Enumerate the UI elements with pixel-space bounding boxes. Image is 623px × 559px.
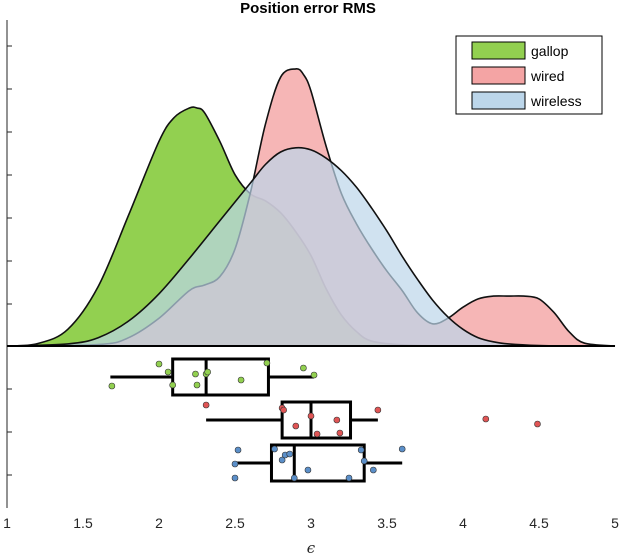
point-wireless-12 xyxy=(370,466,377,474)
density-wireless xyxy=(6,146,616,347)
point-wireless-0 xyxy=(231,460,239,468)
chart-title: Position error RMS xyxy=(240,0,376,17)
point-wired-8 xyxy=(374,406,382,414)
density-clouds xyxy=(6,68,616,347)
point-gallop-8 xyxy=(237,376,245,384)
point-wireless-2 xyxy=(234,446,242,454)
x-tick-label-5: 3.5 xyxy=(377,515,397,531)
x-tick-label-0: 1 xyxy=(3,515,11,531)
point-wired-2 xyxy=(280,406,287,414)
point-wired-6 xyxy=(333,416,341,424)
point-wired-0 xyxy=(202,401,210,409)
point-wireless-11 xyxy=(360,457,368,465)
legend-label-wireless: wireless xyxy=(530,93,582,109)
point-wireless-7 xyxy=(290,474,298,482)
point-wireless-1 xyxy=(231,474,239,482)
point-gallop-11 xyxy=(310,371,318,379)
x-tick-label-2: 2 xyxy=(155,515,163,531)
point-wireless-10 xyxy=(357,446,365,454)
point-wired-4 xyxy=(307,412,315,420)
x-tick-label-4: 3 xyxy=(307,515,315,531)
point-wireless-3 xyxy=(271,445,278,453)
point-gallop-7 xyxy=(204,368,211,376)
box-gallop xyxy=(171,357,270,397)
point-gallop-0 xyxy=(108,382,116,390)
point-gallop-10 xyxy=(300,364,307,372)
point-wired-9 xyxy=(482,415,490,423)
point-gallop-4 xyxy=(192,370,199,378)
box-wired xyxy=(280,400,353,440)
point-gallop-2 xyxy=(164,368,172,376)
axes xyxy=(6,20,615,508)
point-gallop-3 xyxy=(169,381,176,389)
legend-label-wired: wired xyxy=(530,68,564,84)
point-wireless-8 xyxy=(304,466,312,474)
point-wired-3 xyxy=(292,422,300,430)
point-gallop-1 xyxy=(155,360,163,368)
box-plots xyxy=(108,357,541,483)
x-tick-labels: 1 1.5 2 2.5 3 3.5 4 4.5 5 xyxy=(3,515,619,531)
x-tick-label-1: 1.5 xyxy=(73,515,93,531)
point-wireless-9 xyxy=(345,474,353,482)
point-wireless-6 xyxy=(286,450,294,458)
point-wired-10 xyxy=(534,420,541,428)
point-gallop-5 xyxy=(193,381,201,389)
x-tick-label-6: 4 xyxy=(459,515,467,531)
legend-swatch-wired xyxy=(471,66,526,85)
point-wired-5 xyxy=(313,430,321,438)
legend: gallop wired wireless xyxy=(455,35,603,115)
point-wireless-13 xyxy=(398,445,406,453)
x-tick-label-7: 4.5 xyxy=(529,515,549,531)
point-wired-7 xyxy=(336,429,344,437)
x-tick-label-8: 5 xyxy=(611,515,619,531)
point-wireless-4 xyxy=(278,456,286,464)
legend-swatch-gallop xyxy=(471,41,526,60)
legend-label-gallop: gallop xyxy=(531,43,569,59)
x-tick-label-3: 2.5 xyxy=(225,515,245,531)
legend-swatch-wireless xyxy=(471,91,526,110)
point-gallop-9 xyxy=(263,359,271,367)
x-axis-label: ϵ xyxy=(307,539,316,557)
